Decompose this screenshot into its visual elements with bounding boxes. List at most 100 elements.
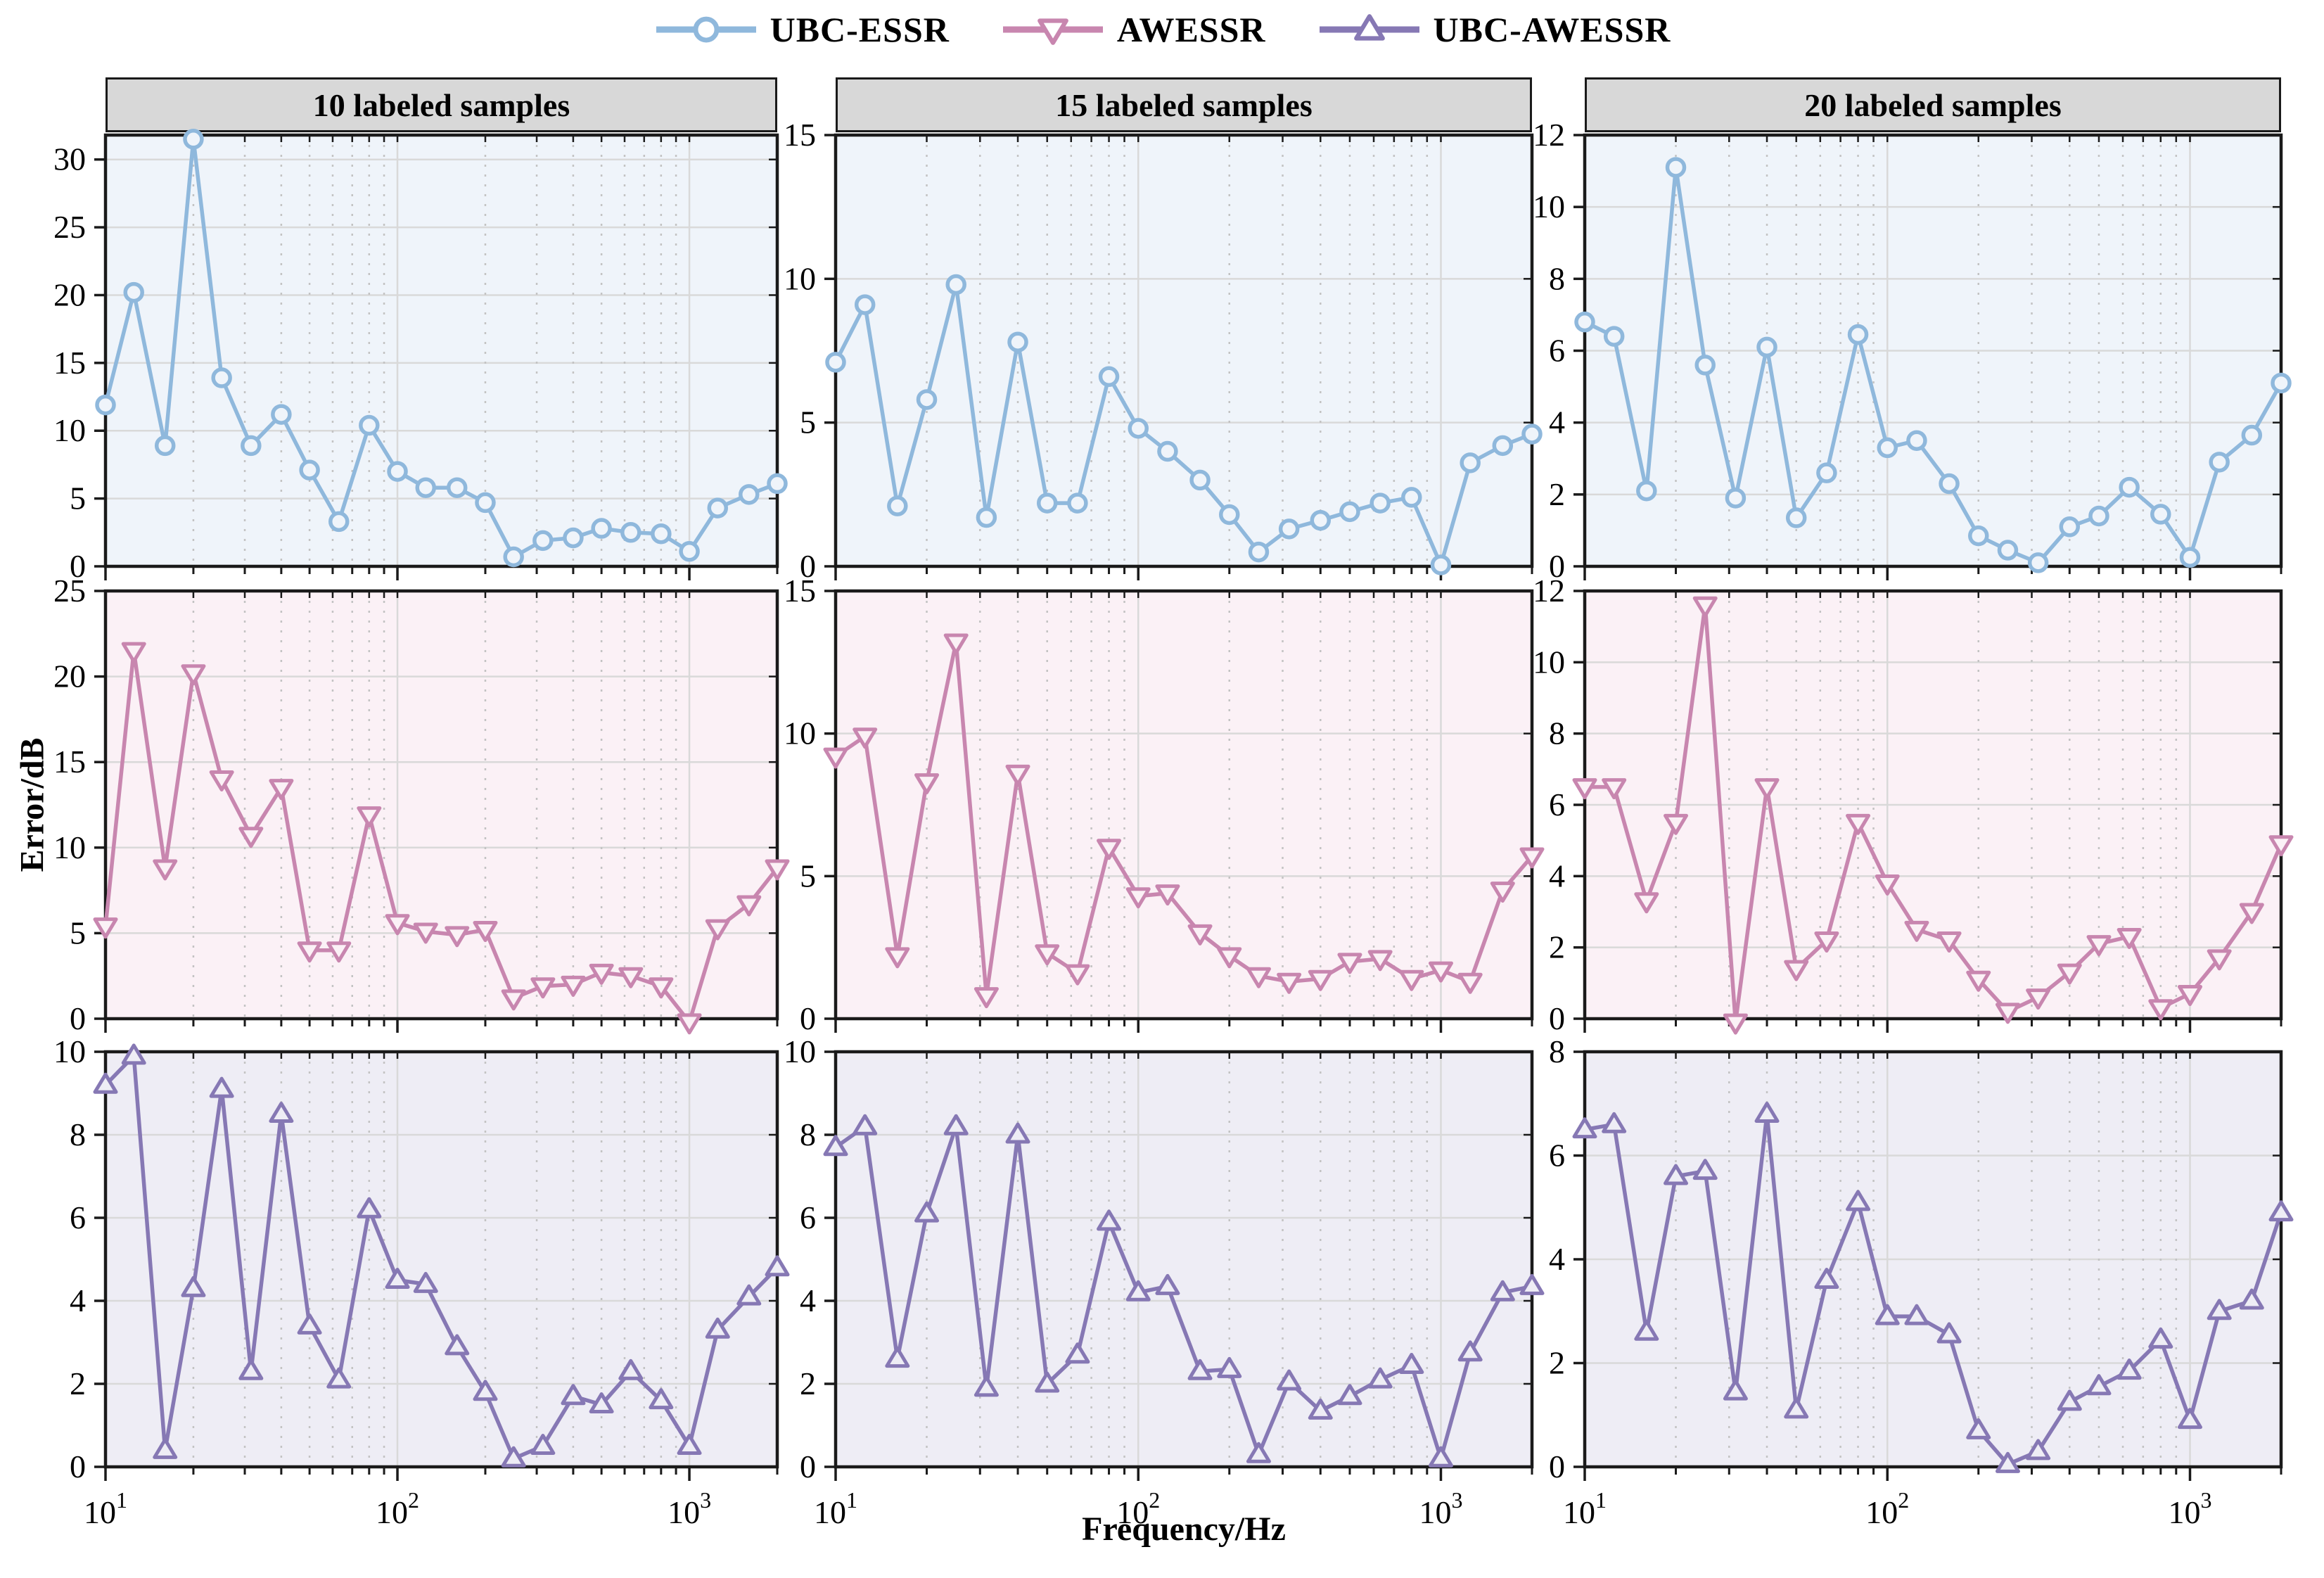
data-point-marker	[1936, 931, 1962, 953]
data-point-marker	[651, 523, 672, 545]
y-tick-label: 30	[53, 141, 86, 177]
y-tick-label: 0	[800, 1449, 816, 1484]
data-point-marker	[705, 919, 730, 941]
data-point-marker	[2177, 1408, 2202, 1430]
y-tick-label: 0	[800, 548, 816, 584]
data-point-marker	[649, 1388, 674, 1410]
data-point-marker	[1399, 1352, 1424, 1374]
data-point-marker	[2207, 949, 2232, 971]
data-point-marker	[445, 926, 470, 948]
data-point-marker	[945, 274, 966, 295]
data-point-marker	[1005, 764, 1030, 786]
data-point-marker	[181, 664, 206, 686]
data-point-marker	[2150, 504, 2171, 525]
data-point-marker	[1664, 1164, 1689, 1185]
data-point-marker	[153, 859, 178, 881]
data-point-marker	[93, 917, 118, 939]
legend-label: UBC-AWESSR	[1433, 10, 1671, 49]
data-point-marker	[1005, 1122, 1030, 1144]
data-point-marker	[1519, 1273, 1545, 1295]
data-point-marker	[1490, 1280, 1515, 1302]
data-point-marker	[739, 484, 760, 505]
data-point-marker	[853, 727, 878, 749]
data-point-marker	[1007, 331, 1028, 352]
data-point-marker	[1308, 1398, 1333, 1420]
data-point-marker	[473, 921, 498, 943]
data-point-marker	[1694, 355, 1716, 376]
data-point-marker	[359, 414, 380, 436]
data-point-marker	[1725, 488, 1747, 509]
legend: UBC-ESSR AWESSR UBC-AWESSR	[0, 8, 2324, 51]
data-point-marker	[1784, 1397, 1809, 1419]
data-point-marker	[618, 1359, 644, 1380]
data-point-marker	[1367, 1367, 1393, 1389]
data-point-marker	[943, 633, 969, 655]
data-point-marker	[1846, 1190, 1871, 1211]
x-tick-label: 101	[84, 1487, 127, 1530]
y-tick-label: 6	[1549, 1138, 1565, 1173]
data-point-marker	[1337, 953, 1362, 974]
data-point-marker	[473, 1380, 498, 1401]
data-point-marker	[445, 1334, 470, 1356]
data-point-marker	[1519, 847, 1545, 869]
data-point-marker	[1401, 487, 1422, 508]
x-tick-label: 103	[2168, 1487, 2211, 1530]
data-point-marker	[1636, 480, 1657, 502]
panel-awessr-15: 0 5 10 15	[784, 573, 1545, 1036]
data-point-marker	[1157, 440, 1178, 462]
data-point-marker	[2179, 547, 2201, 568]
data-point-marker	[1723, 1379, 1748, 1401]
y-tick-label: 5	[70, 481, 86, 516]
data-point-marker	[297, 1313, 322, 1335]
y-tick-label: 6	[70, 1200, 86, 1235]
data-point-marker	[1217, 1356, 1242, 1378]
data-point-marker	[1187, 924, 1213, 946]
data-point-marker	[1036, 492, 1058, 514]
panel-ubc-essr-10: 0 5 10 15 20 25 30	[53, 129, 788, 584]
data-point-marker	[976, 507, 997, 528]
data-point-marker	[1219, 504, 1240, 526]
data-point-marker	[385, 1268, 410, 1289]
data-point-marker	[1572, 778, 1597, 800]
data-point-marker	[853, 1114, 878, 1135]
data-point-marker	[823, 1135, 848, 1157]
data-point-marker	[1756, 336, 1777, 358]
data-point-marker	[561, 1384, 586, 1406]
y-tick-label: 4	[1549, 1241, 1565, 1277]
data-point-marker	[95, 394, 116, 416]
data-point-marker	[299, 459, 320, 481]
data-point-marker	[328, 511, 350, 533]
data-point-marker	[765, 1255, 790, 1277]
data-point-marker	[1246, 967, 1271, 988]
y-tick-label: 15	[784, 573, 816, 609]
data-point-marker	[1065, 1342, 1090, 1364]
circle-legend-icon	[656, 16, 756, 43]
data-point-marker	[1995, 1451, 2020, 1473]
data-point-marker	[765, 859, 790, 881]
y-tick-label: 20	[53, 658, 86, 694]
y-tick-label: 0	[70, 1000, 86, 1036]
y-tick-label: 6	[800, 1200, 816, 1235]
y-tick-label: 0	[1549, 1449, 1565, 1484]
data-point-marker	[1814, 1268, 1839, 1289]
data-point-marker	[1155, 1273, 1180, 1295]
y-tick-label: 10	[53, 412, 86, 448]
data-point-marker	[1457, 1340, 1483, 1362]
data-point-marker	[677, 1434, 702, 1455]
data-point-marker	[1634, 892, 1659, 914]
data-point-marker	[1723, 1013, 1748, 1035]
data-point-marker	[677, 1013, 702, 1035]
data-point-marker	[1277, 972, 1302, 994]
column-header-20-samples: 20 labeled samples	[1585, 77, 2281, 132]
data-point-marker	[1784, 960, 1809, 981]
data-point-marker	[1399, 969, 1424, 991]
data-point-marker	[2119, 476, 2140, 498]
data-point-marker	[1966, 1418, 1991, 1439]
data-point-marker	[121, 642, 146, 663]
data-point-marker	[1492, 435, 1514, 457]
y-tick-label: 5	[800, 405, 816, 440]
data-point-marker	[1097, 839, 1122, 860]
y-tick-label: 5	[70, 915, 86, 950]
data-point-marker	[1875, 874, 1900, 896]
